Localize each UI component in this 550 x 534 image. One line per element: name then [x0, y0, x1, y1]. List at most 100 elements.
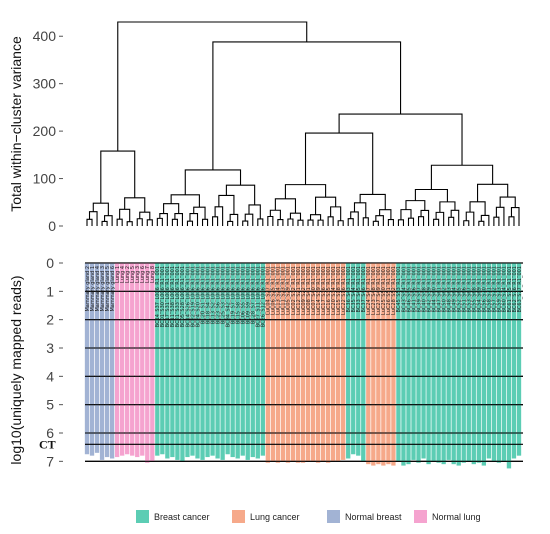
bar: [180, 263, 185, 462]
bar: [466, 263, 471, 462]
dendrogram-link: [297, 219, 304, 226]
bar-sample-label: BC11_S38_L006_R1_001: [170, 266, 176, 327]
bar-sample-label: BC45_S53_R1_001: [396, 266, 402, 312]
bar-sample-label: Lung 4: [120, 266, 126, 283]
bar-sample-label: BC24_S20_L006_R1_001: [195, 266, 201, 327]
dendrogram-link: [92, 202, 109, 216]
dendrogram-link: [330, 206, 342, 221]
dendrogram-link: [242, 220, 249, 226]
dendrogram-link: [499, 196, 516, 208]
bar: [220, 263, 225, 460]
dendrogram-link: [156, 217, 163, 226]
bar: [104, 263, 110, 458]
legend-swatch: [232, 510, 245, 523]
bar: [446, 263, 451, 460]
bar: [376, 263, 381, 465]
dendrogram-link: [353, 202, 367, 218]
bar: [160, 263, 165, 455]
bar-sample-label: BC52_S65_R1_001: [457, 266, 463, 312]
bar-sample-label: BC06_S5_L006_R1_001: [241, 266, 247, 324]
legend: Breast cancer Lung cancer Normal breast Nor…: [136, 510, 481, 523]
legend-label: Normal lung: [432, 512, 481, 522]
bar: [456, 263, 461, 466]
bar-sample-label: BC60_S74_R1_001: [502, 266, 508, 312]
bar-sample-label: LuC23_S48_R1_001: [371, 266, 377, 315]
bar: [145, 263, 150, 463]
dendrogram-link: [101, 220, 108, 226]
bar: [471, 263, 476, 465]
dendrogram-link: [100, 150, 136, 204]
bar-sample-label: LuC24_S47_R1_001: [366, 266, 372, 315]
bar-sample-label: BC39_S57_R1_001: [416, 266, 422, 312]
dendrogram-link: [229, 213, 239, 226]
bar-sample-label: BC40_S58_R1_001: [421, 266, 427, 312]
bar: [416, 263, 421, 463]
bar-y-axis-title: log10(uniquely mapped reads): [8, 275, 24, 464]
bar: [346, 263, 351, 459]
bar: [260, 263, 265, 456]
bar-sample-label: Mammary gland 6: [110, 266, 116, 312]
dendrogram-link: [186, 220, 194, 226]
bar-sample-label: BC01_S30_L006_R1_001: [160, 266, 166, 327]
dendrogram-link: [104, 215, 113, 226]
bar-sample-label: BC05_S28_L006_R1_001: [180, 266, 186, 327]
bar-sample-label: BC53_S67_R1_001: [467, 266, 473, 312]
bar: [114, 263, 120, 458]
bar-sample-label: BC28_S7_L006_R1_001: [251, 266, 257, 324]
bar-tick-label: 4: [46, 368, 54, 384]
bar-sample-label: BC48_S63_R1_001: [446, 266, 452, 312]
bar-sample-label: BC09_S9_L006_R1_001: [246, 266, 252, 324]
bar-sample-label: BC19_S7_L006_R1_001: [230, 266, 236, 324]
bar: [386, 263, 391, 465]
dendrogram-link: [478, 220, 485, 226]
dendrogram-link: [359, 193, 386, 210]
dendrogram-link: [375, 215, 384, 226]
dendrogram-link: [465, 211, 475, 226]
bar-sample-label: LuC12_S21_R1_001: [296, 266, 302, 315]
bar-sample-label: BC14_S26_L006_R1_001: [185, 266, 191, 327]
bar: [391, 263, 396, 466]
dendrogram-link: [304, 132, 374, 195]
dendrogram-link: [362, 217, 369, 226]
bar: [210, 263, 215, 456]
dendrogram-link: [201, 218, 209, 226]
bar-sample-label: LuC08_S41_R1_001: [306, 266, 312, 315]
dendrogram-link: [347, 218, 354, 226]
bar: [341, 263, 346, 460]
bar-sample-label: LuC06_S25_R1_001: [271, 266, 277, 315]
bar: [84, 263, 90, 455]
bar-sample-label: LuC22_S16_R1_001: [341, 266, 347, 315]
dendrogram-link: [469, 201, 486, 216]
dendrogram-link: [480, 214, 490, 226]
bar-tick-label: 7: [46, 453, 54, 469]
bar-sample-label: LuC26_S51_R1_001: [386, 266, 392, 315]
dendrogram-link: [257, 218, 264, 226]
bar-sample-label: BC44_S60_R1_001: [431, 266, 437, 312]
bar-sample-label: Lung 3: [135, 266, 141, 283]
bar: [200, 263, 205, 460]
dendrogram-link: [477, 183, 509, 202]
bar: [361, 263, 366, 462]
dendrogram-link: [274, 198, 297, 214]
bar: [195, 263, 200, 459]
dendrogram-link: [379, 209, 392, 220]
bar: [325, 263, 331, 463]
bar-sample-label: BC42_S59_R1_001: [426, 266, 432, 312]
bar-tick-label: 2: [46, 312, 54, 328]
dendrogram-link: [337, 220, 344, 226]
dendro-y-axis-title: Total within−cluster variance: [8, 36, 24, 212]
bar-tick-label: 6: [46, 425, 54, 441]
dendrogram-link: [510, 206, 520, 226]
bar-sample-label: Lung 8: [150, 266, 156, 283]
bar-sample-label: Mammary gland 4: [95, 266, 101, 312]
bar: [315, 263, 321, 463]
bar: [235, 263, 240, 459]
bar: [130, 263, 135, 456]
bar: [185, 263, 190, 458]
ct-label: CT: [39, 437, 56, 451]
bar-sample-label: BC46_S55_R1_001: [406, 266, 412, 312]
dendrogram-link: [420, 209, 430, 226]
bar-sample-label: Lung 6: [140, 266, 146, 283]
bar-sample-label: BC26_S12_L006_R1_001: [261, 266, 267, 327]
